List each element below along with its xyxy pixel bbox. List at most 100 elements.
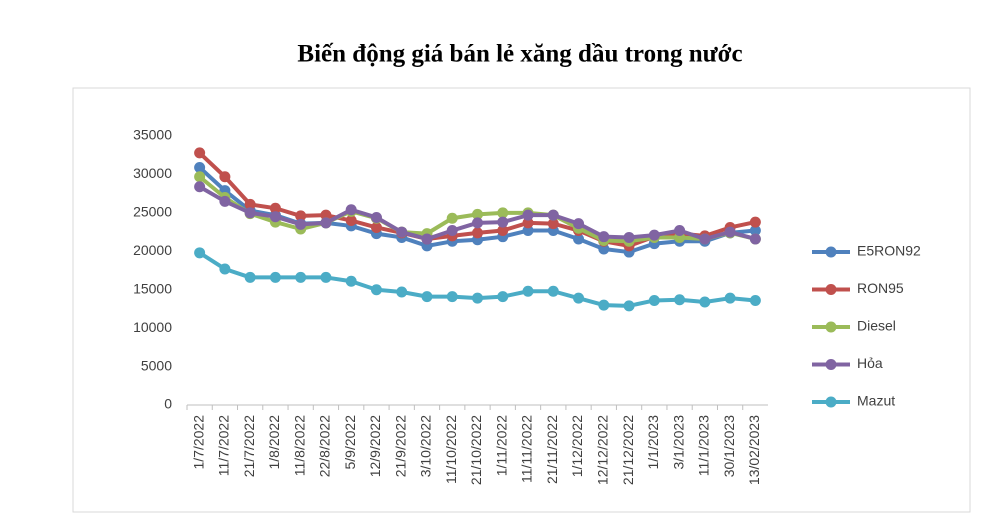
point [295,271,307,283]
point [472,292,483,304]
point [345,215,357,227]
legend-label: RON95 [857,280,904,296]
point [269,271,281,283]
plot-frame [72,87,971,513]
y-tick-label: 10000 [133,319,172,335]
point [219,171,231,183]
point [320,271,332,283]
x-tick-label: 11/8/2022 [291,415,307,476]
point [598,299,610,311]
point [244,198,256,210]
point [320,217,332,229]
x-tick-label: 13/02/2023 [746,415,762,485]
point [749,233,761,245]
x-tick-label: 21/9/2022 [392,415,408,477]
point [674,294,686,306]
legend-marker [825,284,837,295]
legend-marker [825,321,837,333]
point [522,209,534,221]
point [724,226,736,238]
point [472,208,483,220]
point [573,218,585,230]
point [472,227,483,239]
y-tick-label: 20000 [133,242,172,258]
legend-label: E5RON92 [857,243,921,259]
point [699,233,711,245]
y-tick-label: 0 [164,396,172,412]
point [497,216,509,228]
point [573,233,585,245]
point [219,263,231,275]
point [472,217,483,229]
x-tick-label: 11/11/2022 [519,415,535,483]
point [598,231,610,243]
x-tick-label: 21/10/2022 [468,415,484,485]
x-tick-label: 11/10/2022 [443,415,459,484]
x-tick-label: 30/1/2023 [721,415,737,477]
x-tick-label: 21/12/2022 [620,415,636,485]
x-tick-label: 12/9/2022 [367,415,383,477]
point [194,247,206,259]
point [522,225,534,237]
point [573,292,585,304]
y-tick-label: 15000 [133,280,172,296]
x-tick-label: 1/7/2022 [190,415,206,470]
y-tick-label: 25000 [133,204,172,220]
x-tick-label: 3/1/2023 [670,415,686,470]
point [749,216,761,228]
point [522,217,534,229]
point [598,243,610,255]
y-tick-label: 30000 [133,165,172,181]
point [648,294,660,306]
x-tick-label: 1/1/2023 [645,415,661,470]
legend-marker [825,359,837,370]
legend-label: Hỏa [857,355,883,371]
x-tick-label: 1/12/2022 [569,415,585,477]
point [547,218,559,230]
point [497,207,509,219]
x-tick-label: 1/11/2022 [493,415,509,476]
point [269,202,281,214]
x-tick-label: 12/12/2022 [595,415,611,485]
point [497,291,509,303]
point [370,211,382,223]
point [547,209,559,221]
x-tick-label: 21/7/2022 [241,415,257,477]
point [370,284,382,296]
point [623,231,635,243]
x-tick-label: 21/11/2022 [544,415,560,484]
point [623,300,635,312]
point [648,229,660,241]
legend-label: Mazut [857,393,895,409]
legend-marker [825,396,837,408]
point [194,181,206,193]
x-tick-label: 1/8/2022 [266,415,282,470]
point [269,211,281,223]
point [522,285,534,297]
x-tick-label: 3/10/2022 [418,415,434,477]
x-tick-label: 11/1/2023 [696,415,712,476]
legend-label: Diesel [857,318,896,334]
point [749,294,761,306]
point [749,225,761,237]
y-tick-label: 5000 [141,357,172,373]
point [194,162,206,174]
point [244,271,256,283]
y-tick-label: 35000 [133,127,172,143]
point [345,275,357,287]
point [547,285,559,297]
point [295,210,307,222]
x-tick-label: 5/9/2022 [342,415,358,470]
x-tick-label: 22/8/2022 [317,415,333,477]
point [446,225,458,237]
point [674,225,686,237]
point [421,291,433,303]
point [295,218,307,230]
legend-marker [825,246,837,258]
point [421,233,433,245]
point [724,292,736,304]
point [345,204,357,216]
point [194,147,206,159]
